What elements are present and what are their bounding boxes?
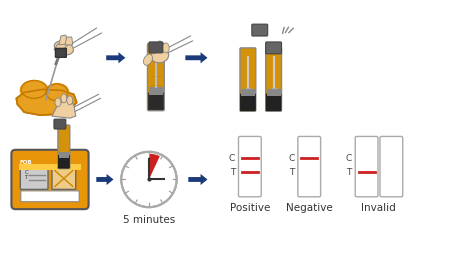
Ellipse shape [55,41,73,55]
Text: C: C [346,154,352,162]
FancyBboxPatch shape [266,42,282,54]
FancyBboxPatch shape [58,125,70,169]
FancyBboxPatch shape [19,164,81,170]
Ellipse shape [45,84,69,101]
Text: Positive: Positive [230,203,270,213]
Ellipse shape [144,54,153,65]
Ellipse shape [151,49,169,63]
Wedge shape [149,154,160,179]
FancyBboxPatch shape [148,93,163,110]
FancyBboxPatch shape [54,119,66,129]
Text: C: C [229,154,235,162]
Ellipse shape [150,44,157,54]
Ellipse shape [55,98,61,107]
FancyBboxPatch shape [240,94,255,111]
Polygon shape [59,35,68,45]
FancyBboxPatch shape [55,48,66,57]
FancyBboxPatch shape [20,168,48,189]
Ellipse shape [156,41,163,51]
Text: 5 minutes: 5 minutes [123,215,175,225]
Text: Negative: Negative [286,203,333,213]
Ellipse shape [162,43,169,53]
Ellipse shape [61,94,67,103]
Ellipse shape [150,44,162,52]
FancyBboxPatch shape [52,168,76,189]
Text: T: T [346,168,352,177]
Ellipse shape [67,96,73,105]
FancyBboxPatch shape [266,48,282,111]
FancyBboxPatch shape [380,137,403,197]
FancyBboxPatch shape [267,89,281,96]
FancyBboxPatch shape [355,137,378,197]
FancyBboxPatch shape [149,42,163,53]
FancyBboxPatch shape [241,89,255,96]
Polygon shape [52,100,76,118]
Polygon shape [65,37,73,45]
FancyBboxPatch shape [11,150,89,209]
FancyBboxPatch shape [59,152,69,158]
FancyBboxPatch shape [21,191,79,202]
Circle shape [121,152,177,207]
Ellipse shape [20,80,48,100]
Text: C: C [24,170,28,174]
Text: FOB: FOB [19,160,32,165]
FancyBboxPatch shape [252,24,268,36]
FancyBboxPatch shape [238,137,261,197]
Text: C: C [288,154,294,162]
Text: T: T [229,168,235,177]
Polygon shape [17,89,77,115]
FancyBboxPatch shape [240,48,256,111]
FancyBboxPatch shape [147,43,164,111]
FancyBboxPatch shape [58,155,69,168]
FancyBboxPatch shape [298,137,320,197]
Text: T: T [289,168,294,177]
FancyBboxPatch shape [149,88,163,95]
Text: Invalid: Invalid [361,203,396,213]
FancyBboxPatch shape [266,94,281,111]
Polygon shape [54,42,68,51]
Text: T: T [24,176,27,181]
